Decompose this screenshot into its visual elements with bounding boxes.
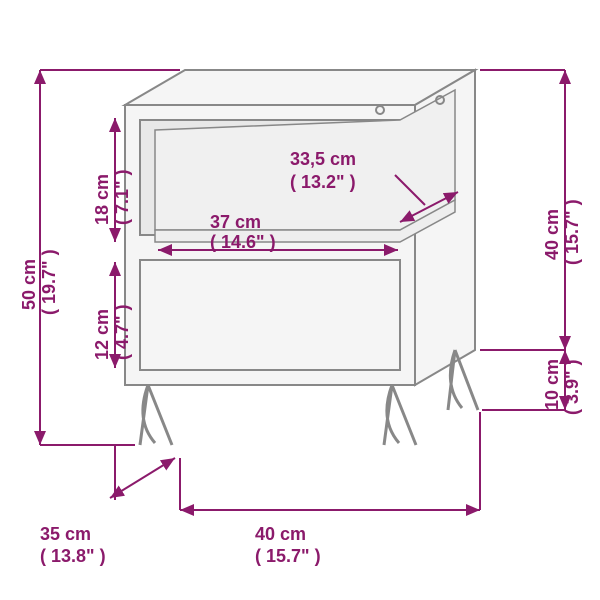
dim-width-in: ( 15.7" ) <box>255 546 321 566</box>
dim-depth-in: ( 13.8" ) <box>40 546 106 566</box>
dim-body-h-in: ( 15.7" ) <box>562 199 582 265</box>
dim-shelf-width: 37 cm <box>210 212 261 232</box>
furniture-body <box>125 70 478 445</box>
dim-shelf-width-in: ( 14.6" ) <box>210 232 276 252</box>
dim-leg-h: 10 cm <box>542 359 562 410</box>
dim-height-total: 50 cm <box>19 259 39 310</box>
dim-leg-h-in: ( 3.9" ) <box>562 359 582 415</box>
dim-drawer-h-in: ( 4.7" ) <box>112 304 132 360</box>
dim-height-total-in: ( 19.7" ) <box>39 249 59 315</box>
dim-shelf-open-in: ( 7.1" ) <box>112 169 132 225</box>
dim-depth: 35 cm <box>40 524 91 544</box>
dim-width: 40 cm <box>255 524 306 544</box>
dim-body-h: 40 cm <box>542 209 562 260</box>
dim-drawer-h: 12 cm <box>92 309 112 360</box>
dim-shelf-open: 18 cm <box>92 174 112 225</box>
furniture-dimension-diagram: 50 cm ( 19.7" ) 18 cm ( 7.1" ) 12 cm ( 4… <box>0 0 600 600</box>
dim-shelf-depth-in: ( 13.2" ) <box>290 172 356 192</box>
dim-shelf-depth: 33,5 cm <box>290 149 356 169</box>
